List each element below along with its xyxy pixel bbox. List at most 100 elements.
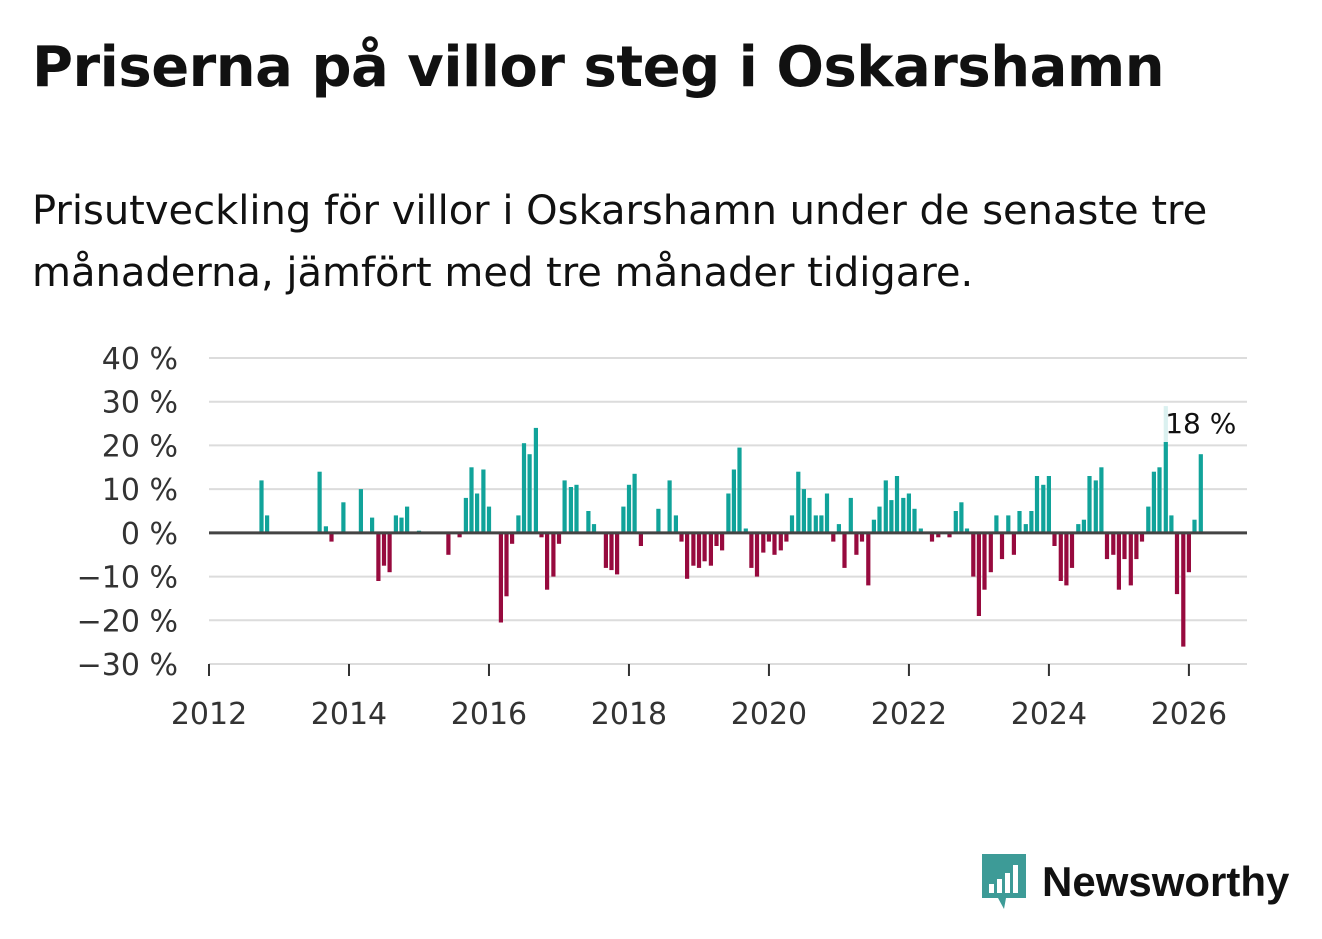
bar-positive — [656, 508, 661, 533]
bar-negative — [1058, 532, 1063, 581]
bar-positive — [562, 480, 567, 533]
bar-negative — [551, 532, 556, 577]
bar-positive — [994, 515, 999, 533]
y-tick-label: 20 % — [102, 429, 178, 464]
y-tick-label: 10 % — [102, 473, 178, 508]
bar-positive — [813, 515, 818, 533]
bar-positive — [1198, 454, 1203, 533]
x-tick-label: 2018 — [591, 697, 667, 732]
x-tick-label: 2014 — [311, 697, 387, 732]
bar-negative — [1116, 532, 1121, 590]
bar-positive — [1087, 476, 1092, 533]
bar-negative — [556, 532, 562, 544]
bar-positive — [370, 517, 375, 533]
bar-negative — [982, 532, 987, 590]
bar-positive — [341, 502, 346, 533]
bar-negative — [1104, 532, 1110, 560]
annotation-background — [1160, 404, 1243, 442]
bar-positive — [737, 447, 742, 533]
bar-negative — [866, 532, 871, 586]
bar-positive — [516, 515, 521, 533]
bar-negative — [615, 532, 620, 575]
bar-negative — [1139, 532, 1145, 542]
bar-negative — [749, 532, 754, 568]
bar-positive — [848, 497, 853, 533]
bar-positive — [894, 476, 900, 533]
bar-positive — [626, 484, 632, 533]
bar-positive — [463, 497, 468, 533]
bar-negative — [859, 532, 865, 542]
bar-positive — [901, 497, 906, 533]
bar-positive — [1163, 406, 1168, 533]
bar-positive — [906, 493, 911, 533]
newsworthy-brand: Newsworthy — [980, 850, 1289, 914]
bar-positive — [1192, 519, 1197, 533]
bar-chart: 40 % 30 % 20 % 10 % 0 % −10 % −20 % −30 % 2012 20… — [77, 342, 1247, 732]
bar-negative — [696, 532, 702, 568]
y-tick-label: 30 % — [102, 386, 178, 421]
bar-negative — [685, 532, 690, 579]
bar-positive — [807, 497, 812, 533]
bar-negative — [1011, 532, 1016, 555]
bar-negative — [1128, 532, 1133, 586]
bar-negative — [778, 532, 783, 551]
bar-positive — [568, 487, 573, 533]
bar-negative — [638, 532, 643, 546]
y-tick-label: 40 % — [102, 342, 178, 377]
bar-positive — [1029, 511, 1034, 533]
bar-positive — [1046, 476, 1051, 533]
bar-positive — [1081, 519, 1086, 533]
x-tick-label: 2016 — [451, 697, 527, 732]
bar-negative — [498, 532, 503, 623]
bar-negative — [854, 532, 859, 555]
bar-negative — [457, 532, 462, 538]
bar-positive — [1099, 467, 1104, 533]
axes — [208, 404, 1247, 676]
y-tick-label: 0 % — [121, 517, 178, 552]
bar-positive — [1006, 515, 1011, 533]
bar-negative — [1069, 532, 1075, 568]
bar-negative — [691, 532, 696, 566]
bar-negative — [1052, 532, 1057, 546]
bar-positive — [964, 528, 970, 533]
bar-negative — [714, 532, 719, 546]
bar-negative — [999, 532, 1005, 560]
bar-positive — [586, 511, 591, 533]
bar-negative — [766, 532, 771, 542]
bar-positive — [486, 506, 492, 533]
bar-negative — [702, 532, 707, 562]
bar-positive — [796, 471, 801, 533]
bar-positive — [673, 515, 678, 533]
bar-positive — [953, 511, 958, 533]
bar-positive — [405, 506, 410, 533]
x-tick-label: 2024 — [1011, 697, 1087, 732]
x-tick-label: 2012 — [171, 697, 247, 732]
bar-negative — [387, 532, 392, 573]
chart-title: Priserna på villor steg i Oskarshamn — [32, 35, 1165, 100]
bar-positive — [731, 469, 736, 533]
bars — [259, 406, 1203, 647]
bar-positive — [393, 515, 398, 533]
bar-positive — [1076, 524, 1081, 533]
bar-positive — [1041, 484, 1046, 533]
bar-positive — [836, 524, 841, 533]
bar-positive — [1034, 476, 1040, 533]
bar-negative — [1181, 532, 1186, 647]
bar-negative — [329, 532, 334, 542]
bar-negative — [1134, 532, 1139, 560]
bar-positive — [801, 489, 806, 533]
bar-positive — [475, 493, 480, 533]
bar-negative — [381, 532, 387, 566]
chart-subtitle: Prisutveckling för villor i Oskarshamn u… — [32, 188, 1208, 296]
bar-positive — [521, 443, 527, 533]
bar-positive — [574, 484, 579, 533]
bar-positive — [265, 515, 270, 533]
bar-negative — [1174, 532, 1180, 595]
bar-positive — [1157, 467, 1162, 533]
y-tick-label: −30 % — [77, 648, 178, 683]
bar-positive — [1146, 506, 1151, 533]
bar-negative — [446, 532, 451, 555]
bar-positive — [481, 469, 486, 533]
latest-value-annotation: 18 % — [1165, 407, 1236, 440]
bar-positive — [533, 427, 538, 533]
